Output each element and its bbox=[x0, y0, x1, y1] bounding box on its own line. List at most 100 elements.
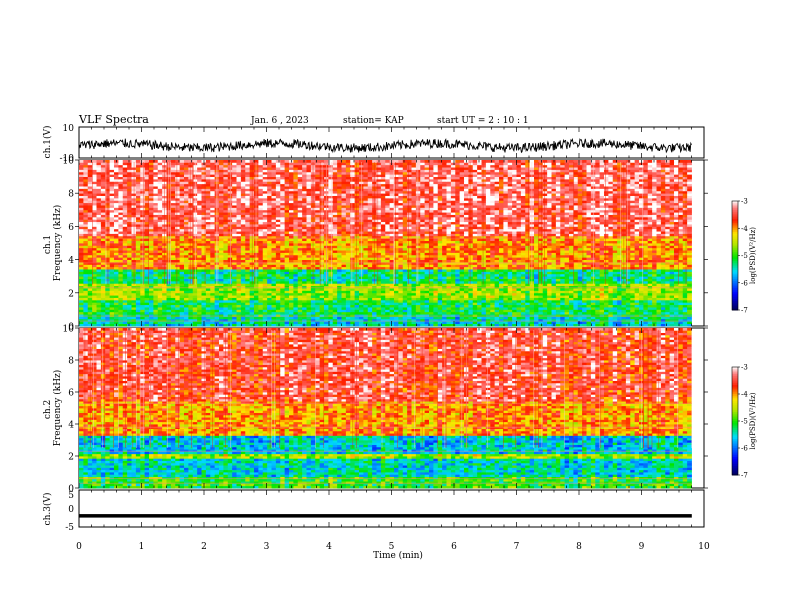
spectrogram-cell bbox=[433, 264, 439, 268]
spectrogram-cell bbox=[586, 311, 592, 315]
spectrogram-cell bbox=[122, 261, 128, 265]
spectrogram-cell bbox=[499, 299, 504, 303]
spectrogram-cell bbox=[542, 288, 548, 291]
spectrogram-cell bbox=[306, 250, 312, 253]
spectrogram-cell bbox=[407, 288, 412, 291]
spectrogram-cell bbox=[472, 247, 478, 251]
spectrogram-cell bbox=[402, 245, 408, 249]
spectrogram-cell bbox=[411, 278, 417, 282]
spectrogram-cell bbox=[157, 307, 163, 310]
spectrogram-cell bbox=[415, 297, 421, 301]
spectrogram-cell bbox=[569, 288, 574, 291]
spectrogram-cell bbox=[109, 285, 115, 289]
spectrogram-cell bbox=[114, 292, 119, 296]
spectrogram-cell bbox=[560, 309, 566, 313]
spectrogram-cell bbox=[542, 311, 548, 315]
spectrogram-cell bbox=[337, 299, 342, 303]
spectrogram-cell bbox=[376, 247, 382, 251]
spectrogram-cell bbox=[647, 285, 653, 289]
spectrogram-cell bbox=[573, 278, 579, 282]
spectrogram-cell bbox=[455, 311, 461, 315]
spectrogram-cell bbox=[630, 285, 636, 289]
spectrogram-cell bbox=[555, 280, 561, 284]
spectrogram-cell bbox=[149, 316, 154, 320]
spectrogram-cell bbox=[258, 288, 264, 291]
spectrogram-cell bbox=[271, 304, 277, 308]
spectrogram-cell bbox=[612, 271, 618, 275]
spectrogram-cell bbox=[118, 278, 124, 282]
spectrogram-cell bbox=[669, 266, 675, 270]
spectrogram-cell bbox=[79, 295, 84, 298]
spectrogram-cell bbox=[564, 318, 570, 322]
spectrogram-cell bbox=[179, 311, 185, 315]
spectrogram-cell bbox=[166, 295, 172, 298]
spectrogram-cell bbox=[472, 264, 478, 268]
spectrogram-cell bbox=[315, 309, 321, 313]
spectrogram-cell bbox=[332, 257, 338, 260]
spectrogram-cell bbox=[630, 299, 636, 303]
spectrogram-cell bbox=[481, 259, 487, 263]
spectrogram-cell bbox=[227, 288, 233, 291]
spectrogram-cell bbox=[367, 316, 373, 320]
spectrogram-cell bbox=[621, 297, 627, 301]
spectrogram-cell bbox=[538, 309, 544, 313]
spectrogram-cell bbox=[621, 307, 627, 310]
spectrogram-cell bbox=[140, 252, 146, 256]
spectrogram-cell bbox=[302, 309, 307, 313]
spectrogram-cell bbox=[481, 299, 487, 303]
spectrogram-cell bbox=[634, 323, 640, 327]
spectrogram-cell bbox=[284, 309, 290, 313]
spectrogram-cell bbox=[232, 314, 237, 317]
spectrogram-cell bbox=[437, 304, 443, 308]
spectrogram-cell bbox=[437, 295, 443, 298]
spectrogram-cell bbox=[306, 273, 312, 277]
spectrogram-cell bbox=[459, 285, 465, 289]
spectrogram-cell bbox=[586, 261, 592, 265]
spectrogram-cell bbox=[542, 264, 548, 268]
spectrogram-cell bbox=[446, 309, 452, 313]
spectrogram-cell bbox=[236, 297, 242, 301]
spectrogram-cell bbox=[210, 316, 216, 320]
spectrogram-cell bbox=[665, 314, 671, 317]
spectrogram-cell bbox=[660, 318, 666, 322]
spectrogram-cell bbox=[569, 323, 574, 327]
spectrogram-cell bbox=[485, 304, 491, 308]
spectrogram-cell bbox=[389, 314, 395, 317]
spectrogram-cell bbox=[219, 314, 224, 317]
spectrogram-cell bbox=[560, 321, 566, 325]
spectrogram-cell bbox=[560, 266, 566, 270]
spectrogram-cell bbox=[437, 273, 443, 277]
spectrogram-cell bbox=[582, 252, 587, 256]
spectrogram-cell bbox=[612, 292, 618, 296]
spectrogram-cell bbox=[639, 307, 644, 310]
spectrogram-cell bbox=[83, 309, 89, 313]
spectrogram-cell bbox=[599, 285, 605, 289]
spectrogram-cell bbox=[402, 280, 408, 284]
spectrogram-cell bbox=[96, 314, 102, 317]
spectrogram-cell bbox=[385, 250, 391, 253]
spectrogram-cell bbox=[595, 243, 601, 246]
spectrogram-cell bbox=[223, 280, 229, 284]
spectrogram-cell bbox=[236, 288, 242, 291]
spectrogram-cell bbox=[385, 261, 391, 265]
spectrogram-cell bbox=[394, 280, 399, 284]
spectrogram-cell bbox=[472, 257, 478, 260]
spectrogram-cell bbox=[345, 250, 351, 253]
spectrogram-cell bbox=[210, 257, 216, 260]
spectrogram-cell bbox=[236, 292, 242, 296]
spectrogram-cell bbox=[573, 247, 579, 251]
spectrogram-cell bbox=[455, 252, 461, 256]
spectrogram-cell bbox=[175, 314, 181, 317]
spectrogram-cell bbox=[367, 309, 373, 313]
spectrogram-cell bbox=[394, 318, 399, 322]
spectrogram-cell bbox=[459, 318, 465, 322]
spectrogram-cell bbox=[604, 245, 609, 249]
spectrogram-cell bbox=[534, 285, 539, 289]
spectrogram-cell bbox=[122, 302, 128, 306]
spectrogram-cell bbox=[262, 276, 268, 279]
spectrogram-cell bbox=[459, 252, 465, 256]
spectrogram-cell bbox=[328, 269, 334, 272]
spectrogram-cell bbox=[175, 278, 181, 282]
ch1-waveform-frame bbox=[78, 126, 705, 159]
spectrogram-cell bbox=[621, 314, 627, 317]
